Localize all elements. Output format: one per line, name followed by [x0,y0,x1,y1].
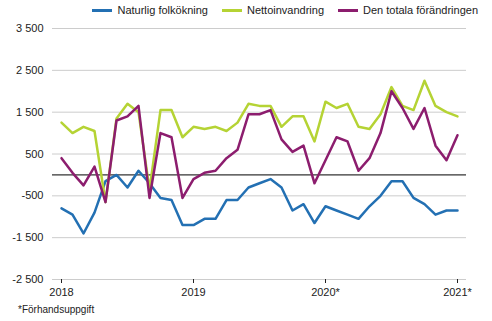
svg-text:-500: -500 [21,189,43,201]
svg-text:2021*: 2021* [443,286,472,298]
svg-text:-2 500: -2 500 [12,273,43,285]
svg-text:2 500: 2 500 [16,64,44,76]
html-text:Naturlig folkökning: Naturlig folkökning [117,4,208,16]
svg-text:1 500: 1 500 [16,106,44,118]
svg-text:500: 500 [25,148,43,160]
svg-text:2019: 2019 [181,286,205,298]
html-text:Nettoinvandring: Nettoinvandring [247,4,324,16]
svg-text:3 500: 3 500 [16,22,44,34]
html-text:Den totala förändringen: Den totala förändringen [363,4,478,16]
svg-text:-1 500: -1 500 [12,231,43,243]
svg-text:2020*: 2020* [311,286,340,298]
svg-text:2018: 2018 [49,286,73,298]
html-text:*Förhandsuppgift: *Förhandsuppgift [18,304,95,315]
